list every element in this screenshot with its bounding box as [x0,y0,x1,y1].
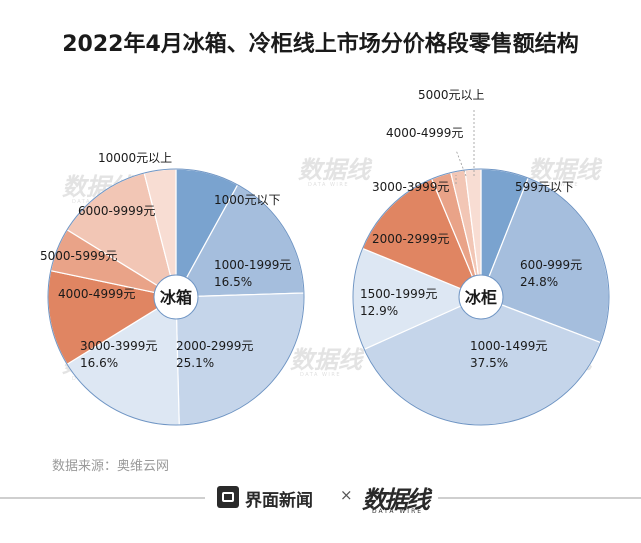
datawire-brand-sub: DATA WIRE [372,508,424,515]
slice-value-label: 16.6% [80,356,118,370]
pie-center-hole [153,274,199,320]
data-source: 数据来源：奥维云网 [52,459,170,474]
watermark-text: 数据线 [298,156,373,184]
slice-label: 3000-3999元 [372,180,449,194]
slice-label: 2000-2999元 [372,232,449,246]
pie-center-label: 冰箱 [160,288,192,307]
slice-label: 1000-1499元 [470,339,547,353]
slice-label: 1000元以下 [214,193,281,207]
slice-label: 10000元以上 [98,151,172,165]
watermark-sub: DATA WIRE [308,182,349,188]
watermark-mid-bottom: 数据线 DATA WIRE [290,346,365,378]
jiemian-logo-icon [217,486,239,508]
slice-label: 6000-9999元 [78,204,155,218]
slice-label: 600-999元 [520,258,582,272]
slice-label: 5000元以上 [418,88,485,102]
slice-value-label: 37.5% [470,356,508,370]
pie-center-label: 冰柜 [465,288,497,307]
slice-label: 2000-2999元 [176,339,253,353]
pie-outline [47,168,305,426]
slice-value-label: 25.1% [176,356,214,370]
brand-separator: × [340,486,353,504]
watermark-right-top: 数据线 DATA WIRE [528,156,603,188]
freezer-pie: 冰柜 599元以下 600-999元 24.8% 1000-1499元 37.5% 1500… [352,88,610,426]
footer-divider-right [438,497,641,499]
slice-label: 4000-4999元 [386,126,463,140]
slice-label: 5000-5999元 [40,249,117,263]
watermark-sub: DATA WIRE [300,372,341,378]
pie-center-hole [458,274,504,320]
datawire-brand: 数据线 [362,486,430,514]
leader-line [455,149,467,177]
pie-outline [352,168,610,426]
slice-value-label: 24.8% [520,275,558,289]
slice-label: 599元以下 [515,180,574,194]
watermark-sub: DATA WIRE [538,182,579,188]
slice-label: 3000-3999元 [80,339,157,353]
slice-value-label: 16.5% [214,275,252,289]
jiemian-brand: 界面新闻 [245,491,313,511]
slice-label: 1500-1999元 [360,287,437,301]
chart-title: 2022年4月冰箱、冷柜线上市场分价格段零售额结构 [62,32,579,57]
watermark-text: 数据线 [290,346,365,374]
watermark-mid-top: 数据线 DATA WIRE [298,156,373,188]
slice-label: 1000-1999元 [214,258,291,272]
fridge-pie: 冰箱 1000元以下 1000-1999元 16.5% 2000-2999元 25.1% 3… [40,151,305,426]
slice-label: 4000-4999元 [58,287,135,301]
slice-value-label: 12.9% [360,304,398,318]
footer-divider-left [0,497,205,499]
watermark-text: 数据线 [528,156,603,184]
